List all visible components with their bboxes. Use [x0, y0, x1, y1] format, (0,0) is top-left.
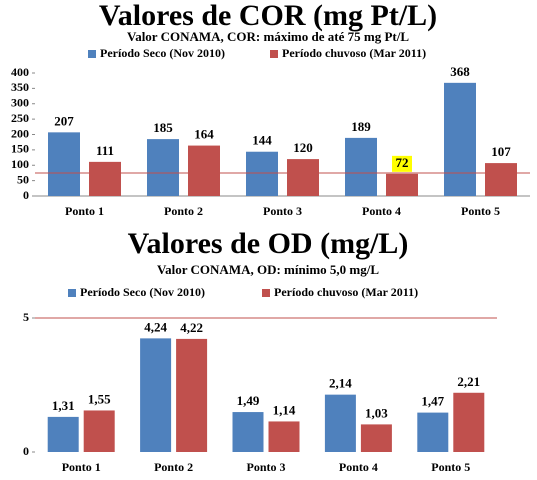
- bar: [188, 145, 220, 196]
- y-tick-label: 150: [11, 142, 29, 156]
- chart-title: Valores de COR (mg Pt/L): [99, 0, 437, 32]
- value-label: 207: [54, 113, 74, 128]
- legend-swatch: [88, 50, 96, 58]
- x-tick-label: Ponto 1: [65, 204, 104, 218]
- x-tick-label: Ponto 5: [431, 460, 470, 474]
- bar: [485, 163, 517, 196]
- y-tick-label: 350: [11, 80, 29, 94]
- value-label: 1,55: [88, 391, 111, 406]
- chart-title: Valores de OD (mg/L): [128, 227, 409, 260]
- value-label: 72: [396, 155, 409, 170]
- bar: [386, 173, 418, 196]
- value-label: 1,14: [273, 402, 296, 417]
- value-label: 111: [96, 143, 114, 158]
- x-tick-label: Ponto 1: [62, 460, 101, 474]
- x-tick-label: Ponto 5: [461, 204, 500, 218]
- bar: [324, 394, 356, 452]
- bar: [444, 82, 476, 196]
- x-tick-label: Ponto 4: [362, 204, 401, 218]
- legend-label: Período chuvoso (Mar 2011): [274, 285, 418, 299]
- x-tick-label: Ponto 2: [164, 204, 203, 218]
- value-label: 144: [252, 133, 272, 148]
- bar: [48, 132, 80, 196]
- y-tick-label: 400: [11, 65, 29, 79]
- y-tick-label: 300: [11, 96, 29, 110]
- value-label: 2,21: [457, 374, 480, 389]
- y-tick-label: 250: [11, 111, 29, 125]
- bar: [287, 159, 319, 196]
- bar: [417, 412, 449, 452]
- x-tick-label: Ponto 2: [154, 460, 193, 474]
- value-label: 1,31: [52, 398, 75, 413]
- legend-label: Período Seco (Nov 2010): [80, 285, 205, 299]
- bar: [176, 338, 208, 452]
- value-label: 4,24: [144, 319, 167, 334]
- value-label: 185: [153, 120, 173, 135]
- value-label: 120: [293, 140, 313, 155]
- bar: [147, 139, 179, 196]
- y-tick-label: 100: [11, 157, 29, 171]
- value-label-highlight: [392, 155, 412, 172]
- x-tick-label: Ponto 3: [247, 460, 286, 474]
- value-label: 1,47: [421, 394, 444, 409]
- chart-subtitle: Valor CONAMA, OD: mínimo 5,0 mg/L: [157, 262, 379, 277]
- value-label: 164: [194, 127, 214, 142]
- bar: [47, 416, 79, 452]
- value-label: 2,14: [329, 376, 352, 391]
- value-label: 189: [351, 119, 371, 134]
- bar: [83, 410, 115, 452]
- legend-label: Período Seco (Nov 2010): [100, 46, 225, 60]
- x-tick-label: Ponto 4: [339, 460, 378, 474]
- bar: [360, 424, 392, 452]
- bar: [89, 161, 121, 196]
- bar: [232, 412, 264, 452]
- x-tick-label: Ponto 3: [263, 204, 302, 218]
- value-label: 4,22: [180, 320, 203, 335]
- bar: [345, 137, 377, 196]
- legend-swatch: [68, 289, 76, 297]
- bar: [453, 392, 485, 452]
- y-tick-label: 5: [23, 310, 29, 324]
- bar: [246, 151, 278, 196]
- y-tick-label: 0: [23, 444, 29, 458]
- value-label: 1,49: [237, 393, 260, 408]
- legend-swatch: [270, 50, 278, 58]
- value-label: 368: [450, 64, 470, 79]
- legend-swatch: [262, 289, 270, 297]
- y-tick-label: 0: [23, 188, 29, 202]
- y-tick-label: 200: [11, 126, 29, 140]
- bar: [268, 421, 300, 452]
- value-label: 107: [491, 144, 511, 159]
- value-label: 1,03: [365, 405, 388, 420]
- bar: [140, 338, 172, 452]
- legend-label: Período chuvoso (Mar 2011): [282, 46, 426, 60]
- chart-subtitle: Valor CONAMA, COR: máximo de até 75 mg P…: [127, 29, 409, 44]
- y-tick-label: 50: [17, 172, 29, 186]
